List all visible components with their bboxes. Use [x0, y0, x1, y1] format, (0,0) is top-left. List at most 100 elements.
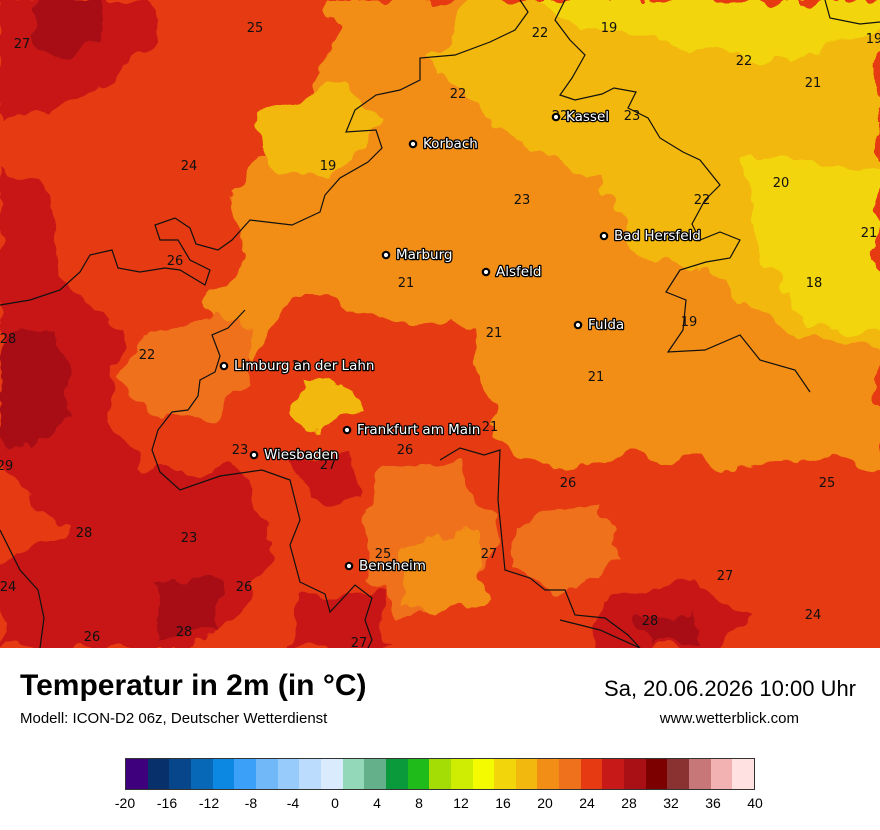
scale-tick-label: -8: [244, 795, 258, 811]
scale-swatch: [429, 759, 451, 789]
city-dot: [551, 112, 561, 122]
scale-tick-label: -4: [286, 795, 300, 811]
city-marker-kassel[interactable]: Kassel: [551, 108, 610, 126]
city-label: Alsfeld: [496, 264, 541, 280]
temperature-value: 26: [167, 254, 184, 269]
city-marker-frankfurt-am-main[interactable]: Frankfurt am Main: [342, 421, 482, 439]
city-dot: [381, 250, 391, 260]
scale-tick-label: -16: [156, 795, 178, 811]
city-marker-marburg[interactable]: Marburg: [381, 246, 454, 264]
temperature-color-scale: [125, 758, 755, 790]
scale-swatch: [147, 759, 170, 789]
scale-swatch: [277, 759, 300, 789]
city-marker-limburg-an-der-lahn[interactable]: Limburg an der Lahn: [219, 357, 376, 375]
scale-tick-label: 32: [663, 795, 679, 811]
scale-swatch: [710, 759, 733, 789]
temperature-value: 20: [773, 176, 790, 191]
scale-tick-label: 28: [621, 795, 637, 811]
scale-swatch: [602, 759, 625, 789]
temperature-map[interactable]: 27 25 22 19 22 19 22 21 22 23 19 24 23 20 22 21 26 21 18 21…: [0, 0, 880, 648]
city-dot: [219, 361, 229, 371]
scale-swatch: [364, 759, 386, 789]
map-title: Temperatur in 2m (in °C): [20, 669, 367, 702]
temperature-value: 22: [694, 193, 711, 208]
temperature-value: 25: [375, 547, 392, 562]
scale-swatch: [255, 759, 278, 789]
temperature-value: 25: [247, 21, 264, 36]
scale-swatch: [407, 759, 430, 789]
temperature-value: 28: [642, 614, 659, 629]
temperature-value: 21: [398, 276, 415, 291]
city-dot: [599, 231, 609, 241]
temperature-value: 26: [292, 359, 309, 374]
temperature-value: 22: [139, 348, 156, 363]
city-dot: [249, 450, 259, 460]
city-label: Marburg: [396, 247, 452, 263]
temperature-value: 23: [232, 443, 249, 458]
temperature-value: 24: [181, 159, 198, 174]
scale-swatch: [299, 759, 321, 789]
temperature-value: 22: [450, 87, 467, 102]
temperature-value: 27: [320, 458, 337, 473]
scale-swatch: [515, 759, 538, 789]
temperature-value: 21: [486, 326, 503, 341]
city-dot: [573, 320, 583, 330]
city-marker-bensheim[interactable]: Bensheim: [344, 557, 427, 575]
temperature-scale-ticks: -20 -16 -12 -8 -4 0 4 8 12 16 20 24 28 32 36 40: [115, 795, 763, 813]
website-credit[interactable]: www.wetterblick.com: [659, 710, 799, 727]
scale-swatch: [169, 759, 191, 789]
scale-swatch: [126, 759, 148, 789]
model-info: Modell: ICON-D2 06z, Deutscher Wetterdie…: [20, 710, 328, 727]
scale-tick-label: 20: [537, 795, 553, 811]
scale-tick-label: 36: [705, 795, 721, 811]
temperature-value: 28: [0, 332, 16, 347]
temperature-value: 26: [560, 476, 577, 491]
temperature-value: 21: [482, 420, 499, 435]
temperature-field: [0, 0, 880, 648]
temperature-value: 21: [861, 226, 878, 241]
temperature-labels: 27 25 22 19 22 19 22 21 22 23 19 24 23 20 22 21 26 21 18 21…: [0, 21, 880, 648]
scale-tick-label: 12: [453, 795, 469, 811]
scale-swatch: [342, 759, 365, 789]
scale-tick-label: 8: [415, 795, 423, 811]
scale-swatch: [190, 759, 213, 789]
city-marker-alsfeld[interactable]: Alsfeld: [481, 263, 543, 281]
temperature-value: 26: [84, 630, 101, 645]
state-borders: [0, 0, 880, 648]
scale-swatch: [537, 759, 560, 789]
temperature-value: 27: [717, 569, 734, 584]
city-label: Bensheim: [359, 558, 426, 574]
forecast-datetime: Sa, 20.06.2026 10:00 Uhr: [604, 676, 856, 701]
temperature-value: 24: [0, 580, 16, 595]
temperature-value: 21: [588, 370, 605, 385]
city-marker-wiesbaden[interactable]: Wiesbaden: [249, 446, 340, 464]
city-marker-bad-hersfeld[interactable]: Bad Hersfeld: [599, 227, 702, 245]
scale-swatch: [559, 759, 581, 789]
scale-swatch: [732, 759, 755, 789]
scale-swatch: [580, 759, 603, 789]
scale-tick-label: 0: [331, 795, 339, 811]
city-label: Limburg an der Lahn: [234, 358, 374, 374]
city-marker-fulda[interactable]: Fulda: [573, 316, 625, 334]
scale-tick-label: 4: [373, 795, 381, 811]
scale-tick-label: -12: [198, 795, 220, 811]
scale-tick-label: 24: [579, 795, 595, 811]
temperature-value: 19: [866, 32, 880, 47]
temperature-value: 23: [514, 193, 531, 208]
scale-swatch: [472, 759, 495, 789]
city-label: Kassel: [566, 109, 609, 125]
temperature-value: 23: [181, 531, 198, 546]
temperature-value: 25: [819, 476, 836, 491]
temperature-value: 21: [805, 76, 822, 91]
temperature-value: 28: [176, 625, 193, 640]
city-label: Wiesbaden: [264, 447, 338, 463]
city-label: Bad Hersfeld: [614, 228, 701, 244]
city-marker-korbach[interactable]: Korbach: [408, 135, 479, 153]
city-dot: [408, 139, 418, 149]
temperature-value: 26: [397, 443, 414, 458]
city-markers: Kassel Korbach Bad Hersfeld Marburg Alsfeld F…: [219, 108, 702, 575]
temperature-value: 26: [236, 580, 253, 595]
scale-swatch: [212, 759, 235, 789]
temperature-value: 27: [14, 37, 31, 52]
temperature-value: 19: [601, 21, 618, 36]
